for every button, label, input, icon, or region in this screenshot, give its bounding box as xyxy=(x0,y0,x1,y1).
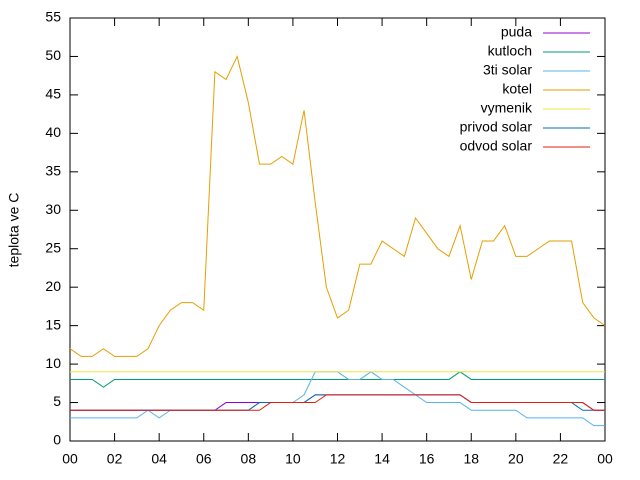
x-tick-label: 22 xyxy=(553,451,569,467)
y-tick-label: 40 xyxy=(45,124,61,140)
y-tick-label: 10 xyxy=(45,355,61,371)
x-tick-label: 20 xyxy=(508,451,524,467)
legend-label: odvod solar xyxy=(460,138,533,154)
legend-label: 3ti solar xyxy=(483,62,532,78)
x-tick-label: 00 xyxy=(62,451,78,467)
y-tick-label: 20 xyxy=(45,278,61,294)
x-tick-label: 06 xyxy=(196,451,212,467)
y-tick-label: 35 xyxy=(45,163,61,179)
y-tick-label: 50 xyxy=(45,47,61,63)
x-tick-label: 10 xyxy=(285,451,301,467)
x-tick-label: 08 xyxy=(241,451,257,467)
legend-label: kotel xyxy=(502,81,532,97)
y-axis-label: teplota ve C xyxy=(6,193,22,268)
series-line xyxy=(70,394,605,411)
x-tick-label: 18 xyxy=(463,451,479,467)
series-line xyxy=(69,54,606,357)
y-tick-label: 5 xyxy=(53,393,61,409)
series-line xyxy=(70,371,605,388)
y-tick-label: 30 xyxy=(45,201,61,217)
x-tick-label: 16 xyxy=(419,451,435,467)
x-tick-label: 00 xyxy=(597,451,613,467)
y-tick-label: 15 xyxy=(45,316,61,332)
x-tick-label: 02 xyxy=(107,451,123,467)
x-tick-label: 12 xyxy=(330,451,346,467)
x-tick-label: 14 xyxy=(374,451,390,467)
legend-label: kutloch xyxy=(488,43,532,59)
x-tick-label: 04 xyxy=(151,451,167,467)
legend-label: puda xyxy=(501,24,532,40)
y-tick-label: 0 xyxy=(53,432,61,448)
y-tick-label: 45 xyxy=(45,86,61,102)
y-tick-label: 25 xyxy=(45,239,61,255)
legend-label: privod solar xyxy=(460,119,533,135)
y-tick-label: 55 xyxy=(45,9,61,25)
legend-label: vymenik xyxy=(481,100,533,116)
